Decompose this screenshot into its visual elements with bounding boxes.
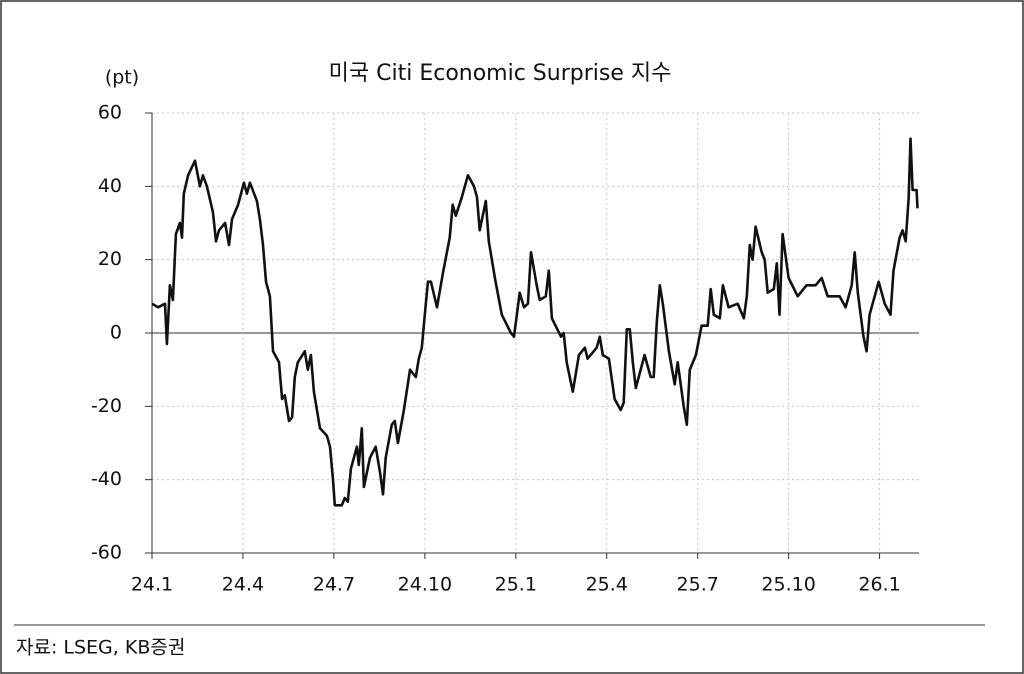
x-tick-label: 25.10 (761, 574, 815, 596)
y-tick-label: 40 (98, 175, 122, 197)
y-tick-label: 20 (98, 248, 122, 270)
y-unit: (pt) (105, 67, 139, 89)
y-tick-label: -60 (91, 542, 122, 564)
y-tick-label: 60 (98, 102, 122, 124)
x-tick-label: 24.10 (398, 574, 452, 596)
x-tick-label: 24.4 (222, 574, 264, 596)
source: 자료: LSEG, KB증권 (16, 637, 185, 659)
x-tick-label: 25.7 (677, 574, 719, 596)
y-tick-label: -40 (91, 468, 122, 490)
y-tick-label: -20 (91, 395, 122, 417)
x-tick-label: 25.4 (586, 574, 628, 596)
x-tick-label: 24.1 (131, 574, 173, 596)
x-tick-label: 26.1 (858, 574, 900, 596)
x-tick-label: 25.1 (495, 574, 537, 596)
x-tick-label: 24.7 (313, 574, 355, 596)
chart-title: 미국 Citi Economic Surprise 지수 (329, 61, 672, 86)
y-tick-label: 0 (110, 322, 122, 344)
series-line (151, 137, 919, 507)
